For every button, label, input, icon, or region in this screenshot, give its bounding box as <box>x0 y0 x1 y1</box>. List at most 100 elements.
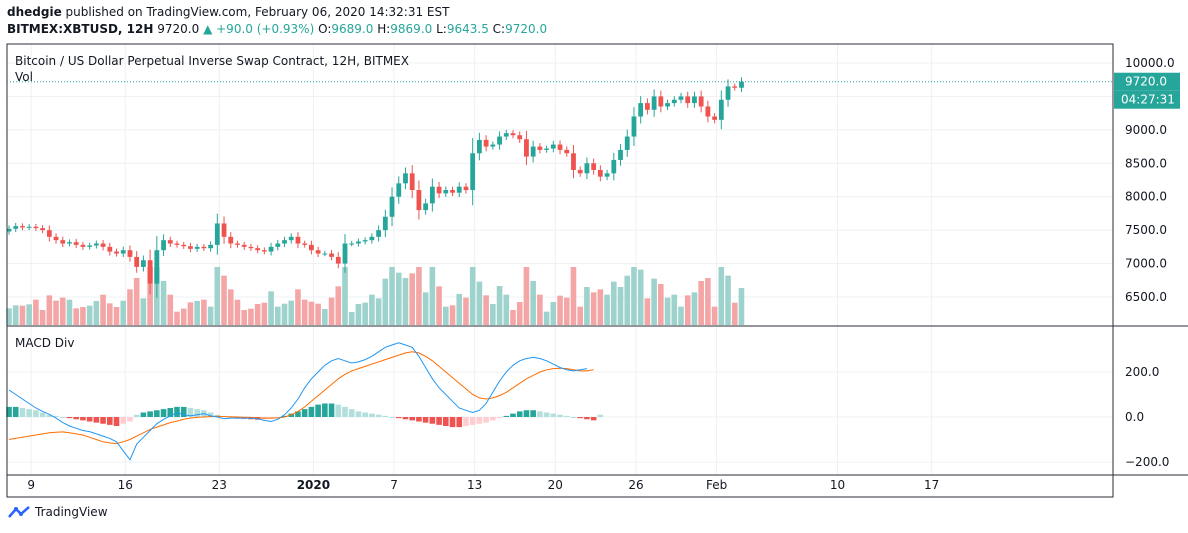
histogram-bar <box>301 409 308 417</box>
candle-body <box>60 240 66 244</box>
volume-bar <box>275 306 281 325</box>
volume-bar <box>671 294 678 325</box>
histogram-bar <box>543 412 550 417</box>
volume-bar <box>611 281 617 325</box>
candle-body <box>584 163 590 174</box>
volume-bar <box>725 275 731 325</box>
volume-bar <box>19 305 26 325</box>
volume-bar <box>550 302 557 325</box>
volume-bar <box>449 305 456 325</box>
candle-body <box>87 245 93 247</box>
volume-bar <box>328 297 335 325</box>
symbol-label: BITMEX:XBTUSD, 12H <box>7 22 154 36</box>
volume-bar <box>711 306 718 325</box>
histogram-bar <box>402 417 409 420</box>
volume-bar <box>322 309 328 325</box>
candle-body <box>127 250 133 257</box>
candle-body <box>591 163 597 170</box>
histogram-bar <box>510 413 516 417</box>
volume-bar <box>107 303 113 325</box>
volume-bar <box>443 306 449 325</box>
macd-line <box>8 342 587 461</box>
histogram-bar <box>490 417 496 421</box>
volume-bar <box>369 294 375 325</box>
volume-bar <box>684 295 691 325</box>
volume-bar <box>308 301 315 325</box>
candle-body <box>288 236 294 241</box>
histogram-bar <box>194 409 200 417</box>
volume-bar <box>113 307 120 325</box>
histogram-bar <box>147 411 153 417</box>
volume-bar <box>335 286 342 325</box>
histogram-bar <box>503 415 510 417</box>
volume-bar <box>201 299 207 325</box>
candle-body <box>302 243 308 245</box>
candle-body <box>692 96 697 104</box>
candle-body <box>483 139 489 147</box>
volume-bar <box>348 312 355 325</box>
volume-bar <box>221 275 227 325</box>
histogram-bar <box>180 406 187 417</box>
histogram-bar <box>234 417 241 419</box>
volume-bar <box>416 267 422 325</box>
volume-bar <box>254 304 261 325</box>
volume-bar <box>234 299 241 325</box>
chart-title: Bitcoin / US Dollar Perpetual Inverse Sw… <box>15 54 409 68</box>
volume-bar <box>39 310 46 325</box>
histogram-bar <box>469 417 476 425</box>
candle-body <box>13 226 19 229</box>
volume-bar <box>523 267 530 325</box>
volume-bar <box>563 297 570 325</box>
volume-bar <box>496 286 503 325</box>
candle-body <box>26 226 32 228</box>
volume-bar <box>214 267 221 325</box>
time-tick-label: 17 <box>924 478 939 492</box>
candle-body <box>463 186 469 191</box>
volume-bar <box>53 300 59 325</box>
volume-bar <box>248 308 254 325</box>
volume-bar <box>207 306 214 325</box>
candle-body <box>53 236 59 241</box>
histogram-bar <box>335 404 342 417</box>
candle-body <box>678 96 684 100</box>
candle-body <box>73 242 79 245</box>
time-tick-label: 13 <box>467 478 482 492</box>
volume-bar <box>362 302 368 325</box>
candlesticks <box>6 77 744 298</box>
histogram-bar <box>12 406 19 417</box>
time-tick-label: 16 <box>118 478 133 492</box>
volume-bar <box>570 267 577 325</box>
volume-bar <box>510 310 516 325</box>
author-name[interactable]: dhedgie <box>7 5 62 19</box>
volume-bar <box>624 275 631 325</box>
volume-bar <box>147 267 153 325</box>
candle-body <box>228 236 234 244</box>
volume-bar <box>402 278 409 325</box>
published-text: published on TradingView.com, February 0… <box>65 5 450 19</box>
volume-bars <box>6 267 745 325</box>
volume-bar <box>456 294 463 325</box>
candle-body <box>342 243 348 264</box>
volume-bar <box>281 303 288 325</box>
histogram-bar <box>86 417 93 422</box>
last-price-tag <box>1114 72 1180 91</box>
candle-body <box>241 244 247 247</box>
volume-bar <box>268 291 274 325</box>
volume-bar <box>167 294 174 325</box>
volume-bar <box>174 311 180 325</box>
candle-body <box>188 246 193 249</box>
candle-body <box>382 216 388 231</box>
candle-body <box>161 240 166 251</box>
histogram-bar <box>19 408 26 417</box>
macd-tick-label: 0.0 <box>1125 410 1144 424</box>
candle-body <box>194 246 200 249</box>
candle-body <box>497 136 502 145</box>
tradingview-logo[interactable]: TradingView <box>7 505 108 519</box>
candle-body <box>718 99 724 120</box>
volume-bar <box>731 302 738 325</box>
candle-body <box>275 243 281 247</box>
histogram-bar <box>281 415 288 417</box>
histogram-bar <box>456 417 463 428</box>
histogram-bar <box>409 417 415 421</box>
